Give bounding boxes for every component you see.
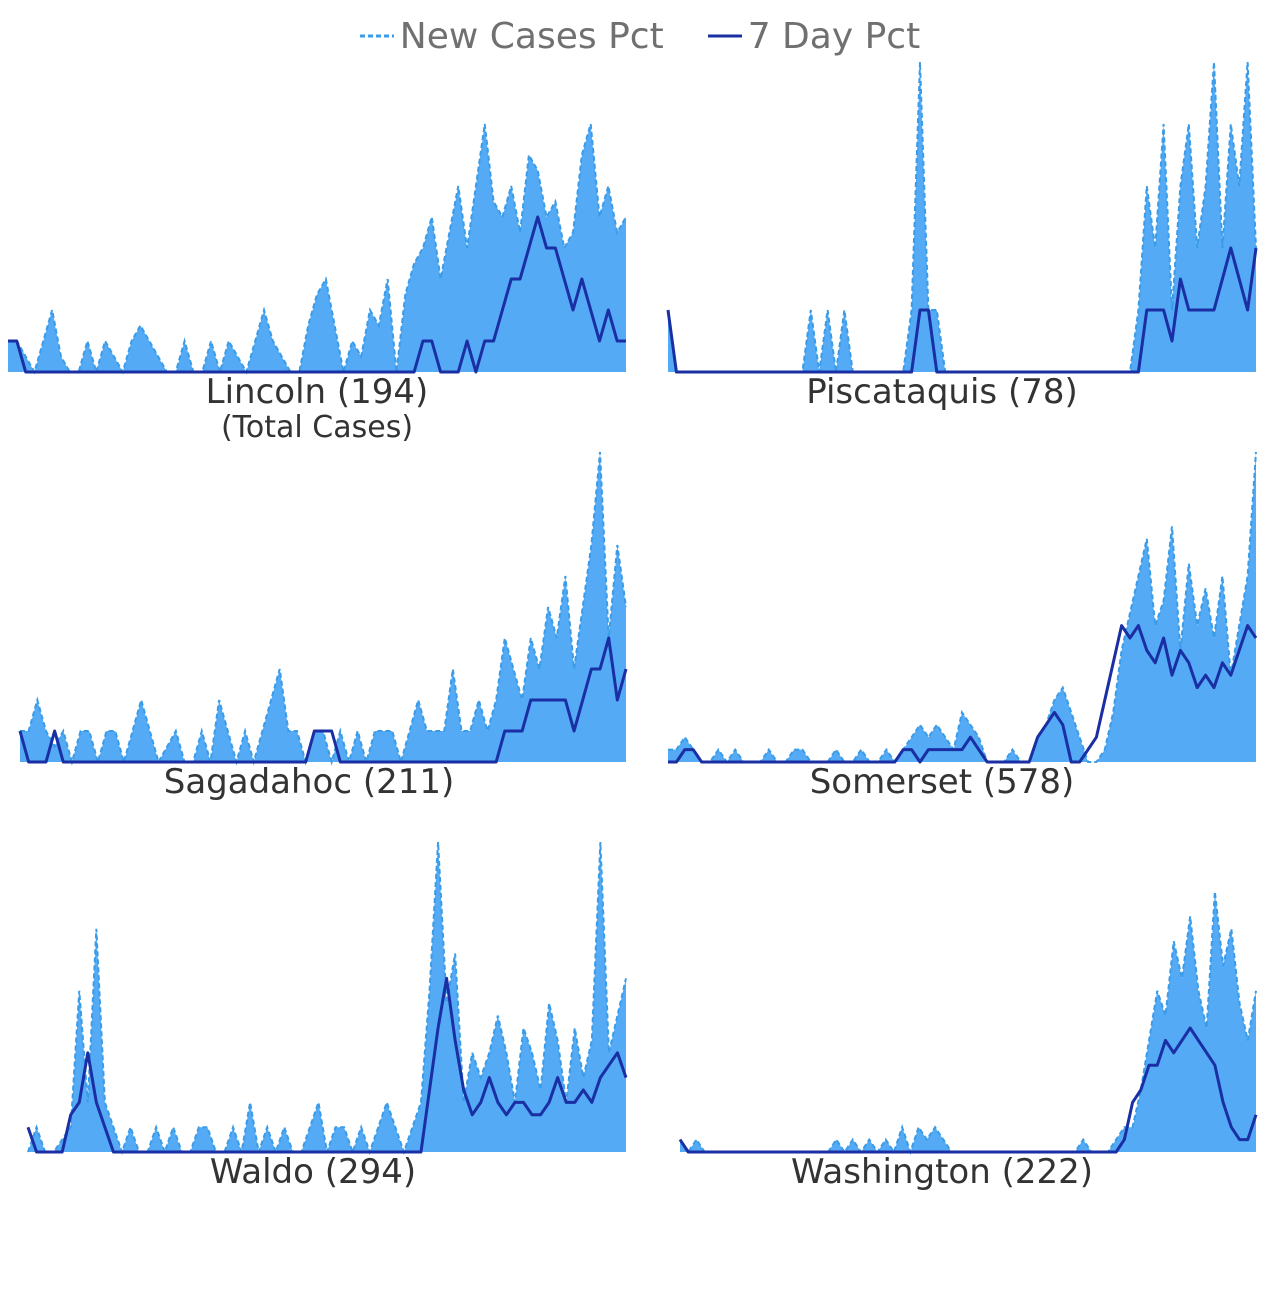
chart-plot-sagadahoc <box>18 451 628 766</box>
seven-day-line-washington <box>678 1026 1258 1154</box>
solid-line-icon <box>707 34 742 38</box>
panel-title-lincoln: Lincoln (194) <box>205 372 429 412</box>
new-cases-area-piscataquis <box>668 62 1256 372</box>
new-cases-area-lincoln <box>8 124 626 372</box>
panel-piscataquis: Piscataquis (78) <box>666 61 1258 422</box>
panel-title-somerset: Somerset (578) <box>809 762 1075 802</box>
chart-plot-piscataquis <box>666 61 1258 374</box>
panel-sagadahoc: Sagadahoc (211) <box>18 451 628 812</box>
legend-item-new-cases: New Cases Pct <box>359 15 664 57</box>
panel-waldo: Waldo (294) <box>26 841 628 1202</box>
panel-title-washington: Washington (222) <box>790 1152 1094 1192</box>
seven-day-line-sagadahoc <box>18 636 628 764</box>
seven-day-line-waldo <box>26 976 628 1154</box>
chart-plot-lincoln <box>8 123 627 376</box>
chart-legend: New Cases Pct 7 Day Pct <box>0 14 1280 58</box>
new-cases-area-sagadahoc <box>20 452 626 762</box>
new-cases-line-somerset <box>668 451 1257 764</box>
new-cases-line-lincoln <box>8 123 627 376</box>
seven-day-line-piscataquis <box>666 246 1258 374</box>
seven-day-line-lincoln <box>8 215 626 374</box>
chart-plot-washington <box>678 891 1258 1156</box>
new-cases-area-somerset <box>668 452 1256 762</box>
chart-plot-somerset <box>668 451 1258 764</box>
dashed-line-icon <box>359 34 394 38</box>
panel-somerset: Somerset (578) <box>668 451 1258 812</box>
chart-plot-waldo <box>26 841 628 1156</box>
panel-title-sagadahoc: Sagadahoc (211) <box>163 762 455 802</box>
new-cases-area-washington <box>680 891 1256 1152</box>
seven-day-line-somerset <box>668 624 1258 764</box>
panel-title-piscataquis: Piscataquis (78) <box>806 372 1078 412</box>
new-cases-area-waldo <box>28 842 626 1152</box>
panel-subtitle-lincoln: (Total Cases) <box>220 410 414 445</box>
legend-label-new-cases: New Cases Pct <box>399 15 664 57</box>
panel-title-waldo: Waldo (294) <box>209 1152 417 1192</box>
panel-washington: Washington (222) <box>678 842 1258 1202</box>
legend-label-7-day: 7 Day Pct <box>747 15 921 57</box>
panel-lincoln: Lincoln (194) (Total Cases) <box>8 62 627 447</box>
legend-item-7-day: 7 Day Pct <box>707 15 921 57</box>
